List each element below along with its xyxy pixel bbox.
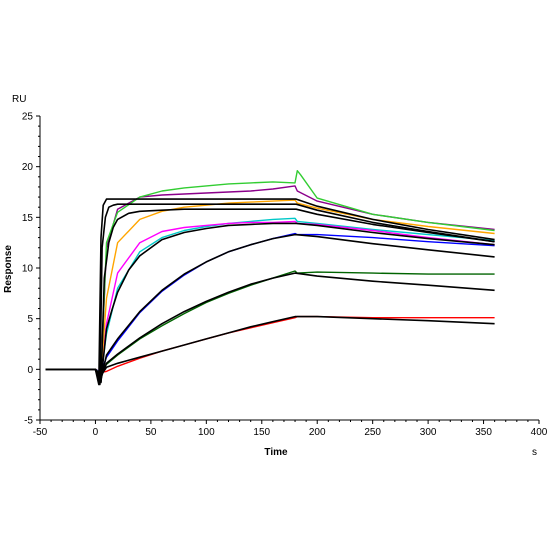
y-unit-label: RU (12, 94, 26, 105)
x-tick-label: 350 (475, 427, 492, 438)
plot-lines (45, 169, 495, 386)
x-tick-label: 400 (531, 427, 548, 438)
fit-curve-14 (45, 198, 495, 386)
sensorgram-curve-4 (45, 220, 495, 376)
x-tick-label: 300 (420, 427, 437, 438)
x-tick-label: 150 (253, 427, 270, 438)
x-tick-label: -50 (33, 427, 48, 438)
y-tick-label: 20 (22, 162, 34, 173)
sensorgram-curve-7 (45, 169, 495, 376)
fit-curve-9 (45, 272, 495, 379)
y-tick-label: 5 (27, 314, 33, 325)
y-axis-title: Response (3, 245, 14, 293)
y-tick-label: 0 (27, 365, 33, 376)
x-tick-label: 200 (309, 427, 326, 438)
y-tick-label: 25 (22, 112, 34, 123)
x-tick-label: 100 (198, 427, 215, 438)
y-tick-label: 10 (22, 264, 34, 275)
x-tick-label: 50 (145, 427, 157, 438)
x-tick-label: 250 (364, 427, 381, 438)
fit-curve-12 (45, 208, 495, 384)
fit-curve-11 (45, 222, 495, 383)
x-unit-label: s (532, 447, 537, 458)
labels: RU s Time Response (3, 94, 537, 458)
fit-curve-13 (45, 203, 495, 386)
y-tick-label: -5 (24, 416, 33, 427)
sensorgram-curve-2 (45, 232, 495, 374)
x-axis-title: Time (264, 447, 288, 458)
x-tick-label: 0 (93, 427, 99, 438)
fit-curve-10 (45, 233, 495, 381)
y-tick-label: 15 (22, 213, 34, 224)
